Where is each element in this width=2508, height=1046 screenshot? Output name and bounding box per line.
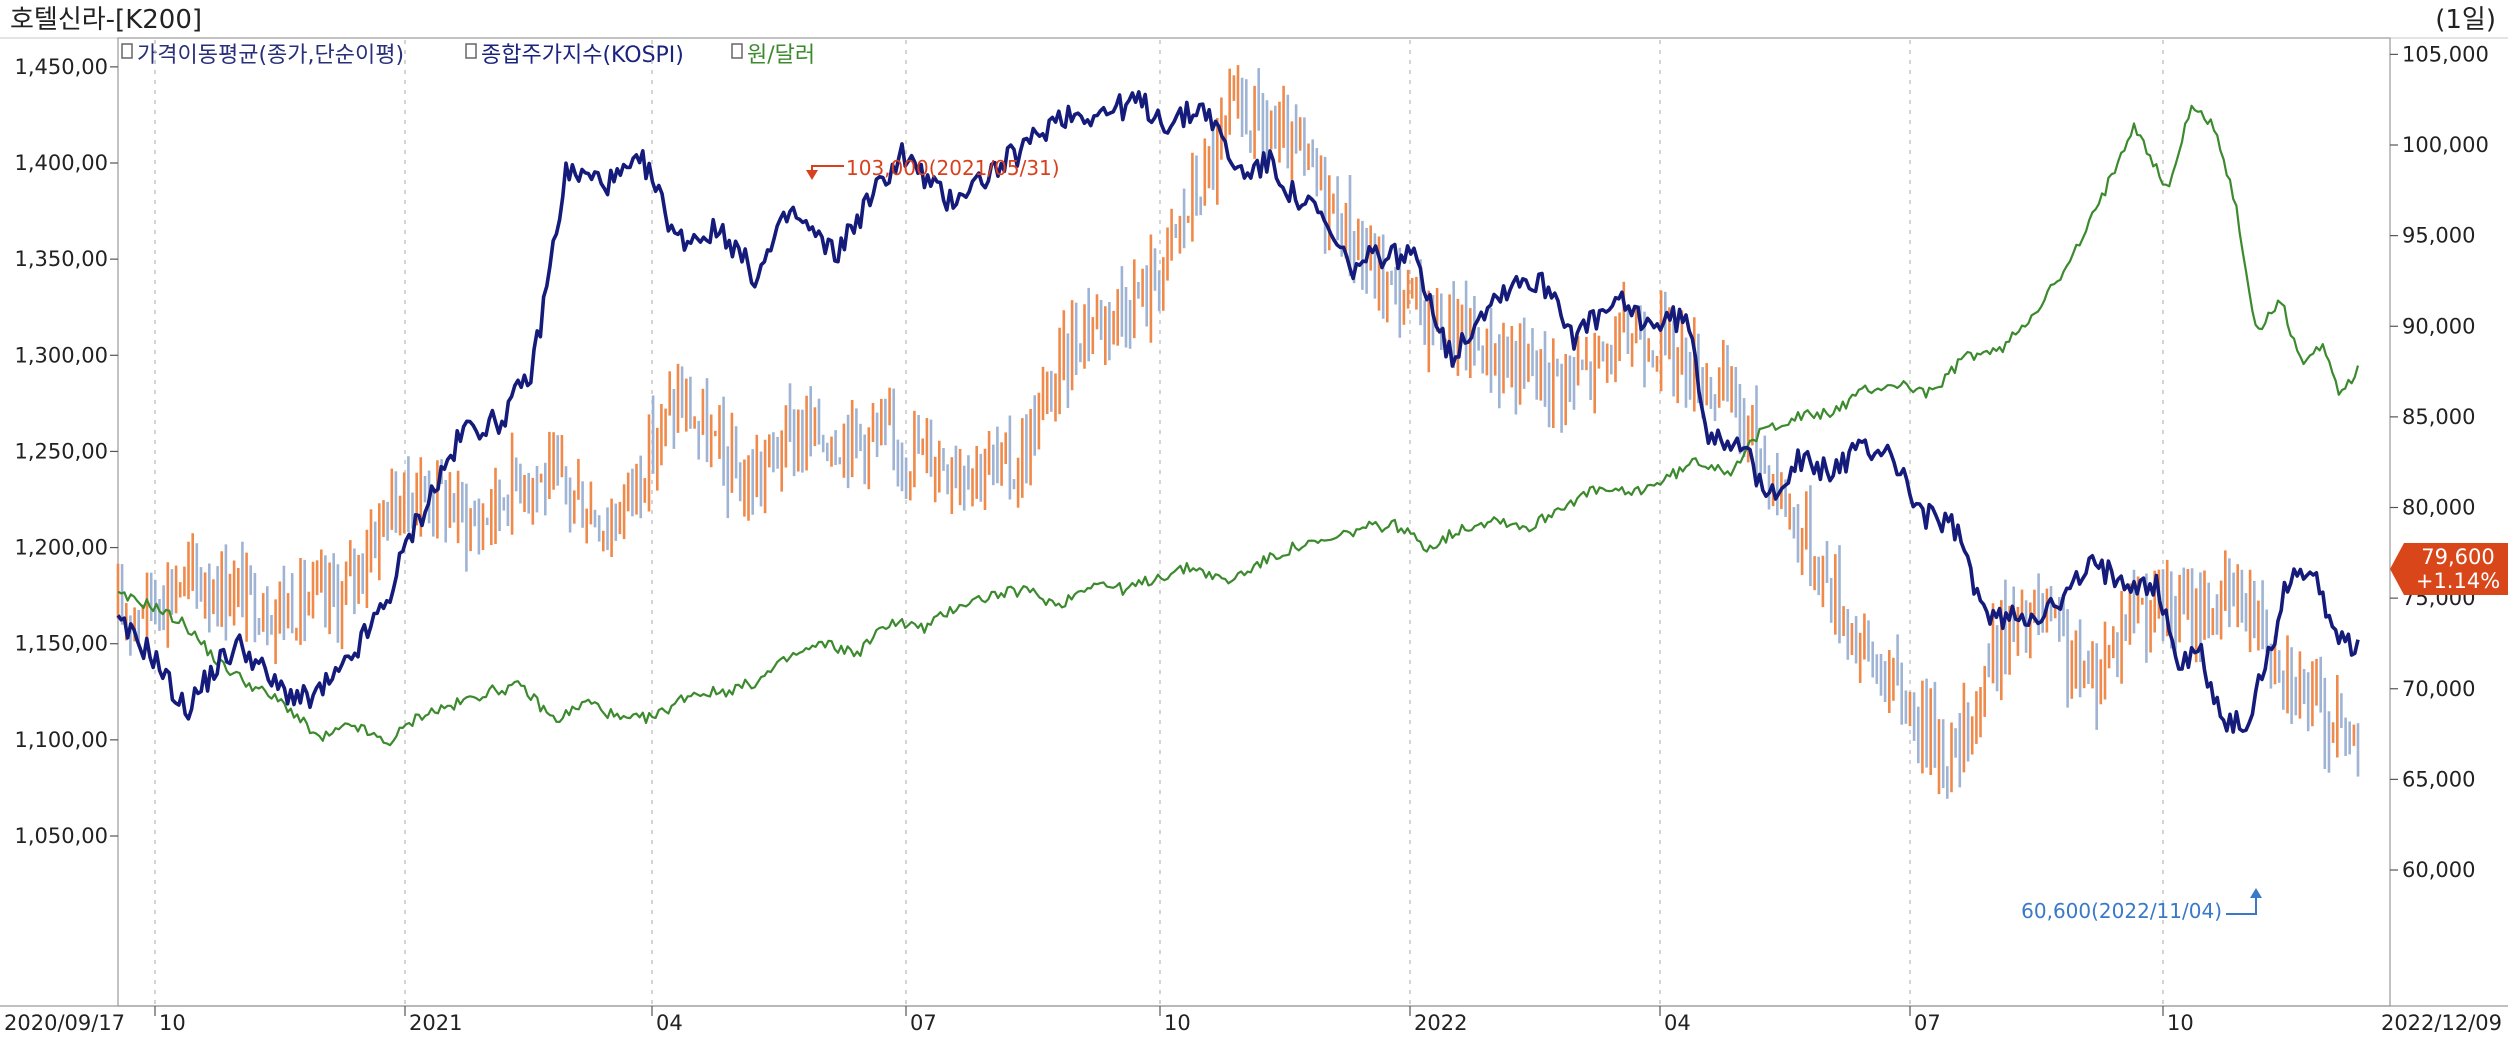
right-axis: 105,000100,00095,00090,00085,00080,00075… [2390,42,2489,882]
current-change: +1.14% [2416,569,2500,593]
left-tick-label: 1,200,00 [14,536,108,560]
legend-marker-kospi[interactable] [465,43,477,59]
high-annotation-label: 103,000(2021/05/31) [846,156,1060,180]
header-bar [0,0,2508,38]
right-tick-label: 105,000 [2402,42,2489,66]
left-tick-label: 1,300,00 [14,343,108,367]
right-tick-label: 70,000 [2402,677,2475,701]
low-annotation-label: 60,600(2022/11/04) [2021,899,2222,923]
x-tick-label: 07 [1914,1011,1941,1035]
x-tick-label: 04 [1664,1011,1691,1035]
legend-marker-usdkrw[interactable] [731,43,743,59]
legend-label-kospi[interactable]: 종합주가지수(KOSPI) [481,43,684,68]
x-tick-label: 10 [159,1011,186,1035]
price-bars [116,65,2360,799]
low-annotation: 60,600(2022/11/04) [2021,888,2262,923]
left-tick-label: 1,250,00 [14,439,108,463]
x-tick-label: 2022/12/09 [2381,1011,2502,1035]
right-tick-label: 95,000 [2402,224,2475,248]
usdkrw-line [117,104,2360,747]
left-axis: 1,450,00 1,400,00 1,350,00 1,300,00 1,250,00… [14,55,118,848]
x-tick-label: 07 [910,1011,937,1035]
x-tick-label: 2022 [1414,1011,1467,1035]
chart-title: 호텔신라-[K200] [10,5,202,35]
current-price-badge: 79,600 +1.14% [2390,543,2508,595]
period-label[interactable]: (1일) [2435,5,2496,35]
x-tick-label: 10 [2167,1011,2194,1035]
left-tick-label: 1,100,00 [14,728,108,752]
legend-label-ma[interactable]: 가격이동평균(종가,단순이평) [137,43,404,68]
x-tick-label: 2021 [409,1011,462,1035]
right-tick-label: 90,000 [2402,314,2475,338]
left-tick-label: 1,450,00 [14,55,108,79]
right-tick-label: 60,000 [2402,858,2475,882]
current-price: 79,600 [2421,545,2494,569]
right-tick-label: 100,000 [2402,133,2489,157]
x-axis: 2020/09/17 10 2021 04 07 10 2022 04 07 10 2022/12/… [4,1006,2502,1035]
legend: 가격이동평균(종가,단순이평) 종합주가지수(KOSPI) 원/달러 [121,43,815,68]
x-tick-label: 04 [656,1011,683,1035]
x-tick-label: 10 [1164,1011,1191,1035]
left-tick-label: 1,150,00 [14,632,108,656]
legend-label-usdkrw[interactable]: 원/달러 [747,43,815,68]
series-lines [116,90,2360,747]
legend-marker-ma[interactable] [121,43,133,59]
left-tick-label: 1,400,00 [14,151,108,175]
left-tick-label: 1,350,00 [14,247,108,271]
right-tick-label: 65,000 [2402,767,2475,791]
right-tick-label: 80,000 [2402,496,2475,520]
x-tick-label: 2020/09/17 [4,1011,125,1035]
high-annotation: 103,000(2021/05/31) [806,156,1060,180]
kospi-line [116,90,2360,734]
grid [154,40,2164,1004]
left-tick-label: 1,050,00 [14,824,108,848]
right-tick-label: 85,000 [2402,405,2475,429]
